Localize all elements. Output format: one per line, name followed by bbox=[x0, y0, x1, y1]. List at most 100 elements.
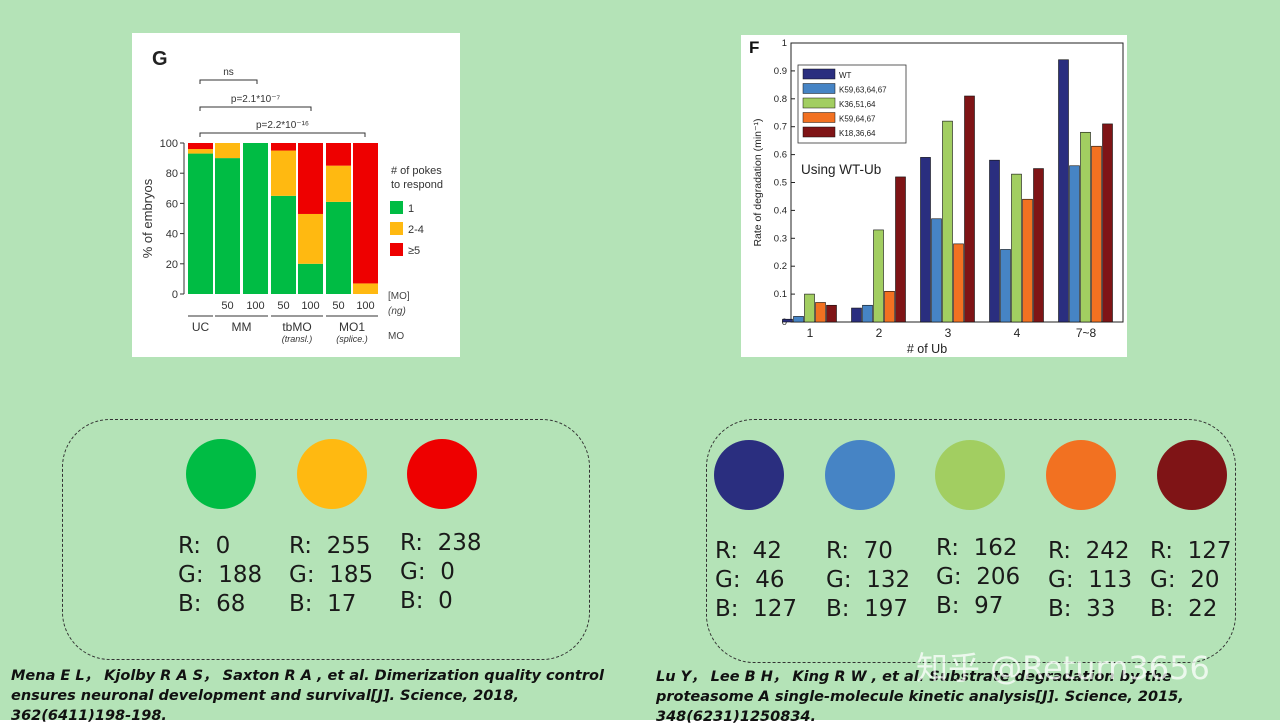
color-swatch bbox=[825, 440, 895, 510]
legend-swatch bbox=[390, 222, 403, 235]
y-tick-label: 0.6 bbox=[774, 150, 787, 161]
rgb-values: R: 238 G: 0 B: 0 bbox=[400, 529, 482, 616]
y-tick-label: 0.4 bbox=[774, 205, 787, 216]
x-tick-label: 1 bbox=[807, 326, 814, 340]
dose-label: 50 bbox=[277, 300, 289, 312]
rgb-b-value: B: 33 bbox=[1048, 596, 1116, 622]
y-axis-label: Rate of degradation (min⁻¹) bbox=[752, 118, 764, 246]
dose-label: 100 bbox=[356, 300, 374, 312]
bar-segment-mm-100-1 bbox=[243, 143, 268, 294]
rgb-r-value: R: 238 bbox=[400, 530, 482, 556]
bar-4-series-2 bbox=[1000, 249, 1011, 323]
rgb-g-value: G: 188 bbox=[178, 562, 263, 588]
x-tick-label: 7~8 bbox=[1076, 326, 1097, 340]
rgb-r-value: R: 127 bbox=[1150, 538, 1232, 564]
legend-swatch bbox=[802, 68, 836, 80]
bar-3-series-3 bbox=[942, 120, 953, 323]
bar-78-series-2 bbox=[1069, 165, 1080, 323]
rgb-r-value: R: 162 bbox=[936, 535, 1018, 561]
bar-3-series-4 bbox=[953, 243, 964, 323]
y-tick-label: 40 bbox=[166, 229, 178, 241]
panel-label: F bbox=[749, 38, 759, 57]
rgb-values: R: 70 G: 132 B: 197 bbox=[826, 537, 910, 624]
bar-1-series-2 bbox=[793, 316, 804, 323]
bar-1-series-5 bbox=[826, 304, 837, 323]
bar-segment-mo1-100-3 bbox=[353, 143, 378, 284]
legend-swatch bbox=[802, 97, 836, 109]
bar-1-series-1 bbox=[782, 318, 793, 323]
rgb-g-value: G: 0 bbox=[400, 559, 455, 585]
legend-swatch bbox=[802, 112, 836, 123]
bar-78-series-5 bbox=[1102, 123, 1113, 323]
rgb-b-value: B: 97 bbox=[936, 593, 1004, 619]
legend-label: ≥5 bbox=[408, 245, 420, 257]
color-swatch bbox=[714, 440, 784, 510]
bar-78-series-3 bbox=[1080, 131, 1091, 323]
axis-note-mo: MO bbox=[388, 331, 404, 342]
rgb-r-value: R: 255 bbox=[289, 533, 371, 559]
significance-label: p=2.1*10⁻⁷ bbox=[231, 94, 281, 105]
y-tick-label: 20 bbox=[166, 259, 178, 271]
bar-segment-tbmo-50-1 bbox=[271, 195, 296, 294]
bar-78-series-4 bbox=[1091, 145, 1102, 323]
annotation: Using WT-Ub bbox=[801, 162, 881, 177]
axis-note-mo-conc: [MO] bbox=[388, 291, 410, 302]
bar-segment-tbmo-50-3 bbox=[271, 143, 296, 151]
dose-label: 50 bbox=[332, 300, 344, 312]
rgb-b-value: B: 22 bbox=[1150, 596, 1218, 622]
y-tick-label: 0.2 bbox=[774, 261, 787, 272]
rgb-b-value: B: 17 bbox=[289, 591, 357, 617]
rgb-values: R: 0 G: 188 B: 68 bbox=[178, 532, 262, 619]
dose-label: 100 bbox=[246, 300, 264, 312]
legend-label: WT bbox=[839, 71, 852, 80]
bar-2-series-5 bbox=[895, 176, 906, 323]
rgb-r-value: R: 42 bbox=[715, 538, 782, 564]
x-axis-label: # of Ub bbox=[907, 342, 947, 356]
chart-panel-f: F 0 0.1 0.2 0.3 0.4 0.5 0.6 0.7 0.8 0.9 1 Rate of de… bbox=[741, 35, 1127, 357]
x-tick-label: 4 bbox=[1014, 326, 1021, 340]
y-tick-label: 100 bbox=[160, 138, 178, 150]
legend-label: K59,63,64,67 bbox=[839, 86, 887, 95]
y-tick-label: 0.9 bbox=[774, 66, 787, 77]
significance-bracket bbox=[199, 132, 366, 137]
bar-segment-uc-3 bbox=[188, 143, 213, 150]
bar-2-series-1 bbox=[851, 307, 862, 323]
legend-swatch bbox=[390, 201, 403, 214]
rgb-g-value: G: 132 bbox=[826, 567, 911, 593]
rgb-values: R: 255 G: 185 B: 17 bbox=[289, 532, 373, 619]
citation-right: Lu Y， Lee B H， King R W , et al. Substra… bbox=[656, 669, 1184, 725]
bar-78-series-1 bbox=[1058, 59, 1069, 323]
y-tick-label: 0 bbox=[172, 289, 178, 301]
bar-1-series-3 bbox=[804, 293, 815, 323]
legend-label: 2-4 bbox=[408, 224, 424, 236]
bar-segment-mo1-50-3 bbox=[326, 143, 351, 166]
rgb-r-value: R: 242 bbox=[1048, 538, 1130, 564]
y-tick-label: 0.7 bbox=[774, 122, 787, 133]
bar-2-series-4 bbox=[884, 291, 895, 323]
y-tick-label: 80 bbox=[166, 168, 178, 180]
bar-4-series-3 bbox=[1011, 173, 1022, 323]
group-label: tbMO bbox=[282, 320, 311, 334]
bar-segment-tbmo-100-3 bbox=[298, 143, 323, 214]
significance-bracket bbox=[199, 79, 258, 84]
bar-segment-uc-1 bbox=[188, 153, 213, 294]
chart-panel-g: G % of embryos 0 20 40 60 80 100 50 100 50 100 50 100… bbox=[132, 33, 460, 357]
citation-left: Mena E L， Kjolby R A S， Saxton R A , et … bbox=[11, 668, 604, 724]
color-swatch bbox=[1046, 440, 1116, 510]
grouped-bar-chart: F 0 0.1 0.2 0.3 0.4 0.5 0.6 0.7 0.8 0.9 1 Rate of de… bbox=[749, 38, 1124, 356]
dose-label: 100 bbox=[301, 300, 319, 312]
rgb-r-value: R: 70 bbox=[826, 538, 893, 564]
legend-label: K18,36,64 bbox=[839, 129, 876, 138]
legend-label: K59,64,67 bbox=[839, 115, 876, 124]
bar-segment-mo1-100-2 bbox=[353, 283, 378, 294]
y-tick-label: 0.8 bbox=[774, 94, 787, 105]
legend-swatch bbox=[802, 83, 836, 94]
legend-label: K36,51,64 bbox=[839, 100, 876, 109]
legend-title-line2: to respond bbox=[391, 179, 443, 191]
x-tick-label: 3 bbox=[945, 326, 952, 340]
y-tick-label: 0.3 bbox=[774, 233, 787, 244]
y-tick-label: 0.1 bbox=[774, 289, 787, 300]
rgb-values: R: 127 G: 20 B: 22 bbox=[1150, 537, 1232, 624]
rgb-b-value: B: 68 bbox=[178, 591, 246, 617]
bar-segment-tbmo-100-2 bbox=[298, 213, 323, 264]
